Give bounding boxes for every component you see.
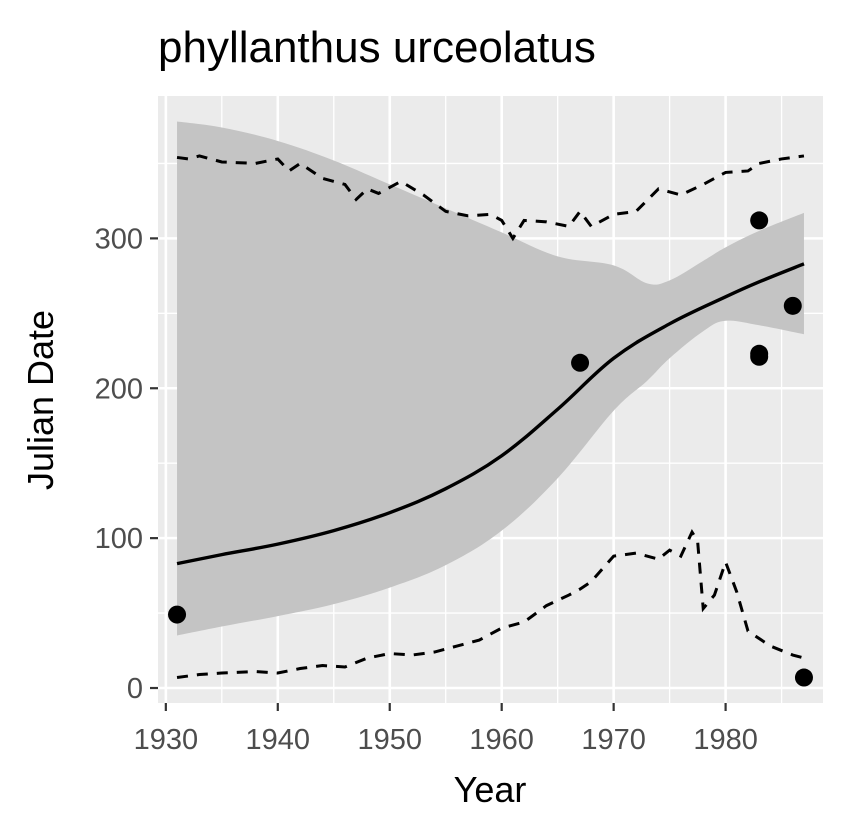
data-point [750, 211, 769, 230]
y-tick-label: 300 [95, 223, 143, 255]
data-point [168, 605, 187, 624]
x-tick-label: 1960 [469, 724, 534, 756]
x-tick-label: 1980 [693, 724, 758, 756]
x-axis-title: Year [454, 769, 527, 810]
y-axis-title: Julian Date [20, 310, 61, 490]
x-tick-label: 1940 [246, 724, 311, 756]
chart-title: phyllanthus urceolatus [158, 23, 596, 72]
y-tick-label: 0 [127, 673, 143, 705]
x-tick-label: 1970 [581, 724, 646, 756]
data-point [571, 353, 590, 372]
y-tick-label: 100 [95, 523, 143, 555]
x-axis: 1930 1940 1950 1960 1970 1980 [134, 703, 758, 756]
confidence-ribbon [177, 121, 804, 636]
upper-dashed-line [176, 154, 805, 242]
lower-dashed-line [176, 528, 805, 680]
smooth-trend-line [176, 262, 805, 566]
x-tick-label: 1930 [134, 724, 199, 756]
y-axis: 0 100 200 300 [95, 223, 158, 705]
data-points [168, 211, 813, 687]
data-point [783, 296, 802, 315]
data-point [750, 347, 769, 366]
data-point [794, 668, 813, 687]
y-tick-label: 200 [95, 373, 143, 405]
x-tick-label: 1950 [357, 724, 422, 756]
